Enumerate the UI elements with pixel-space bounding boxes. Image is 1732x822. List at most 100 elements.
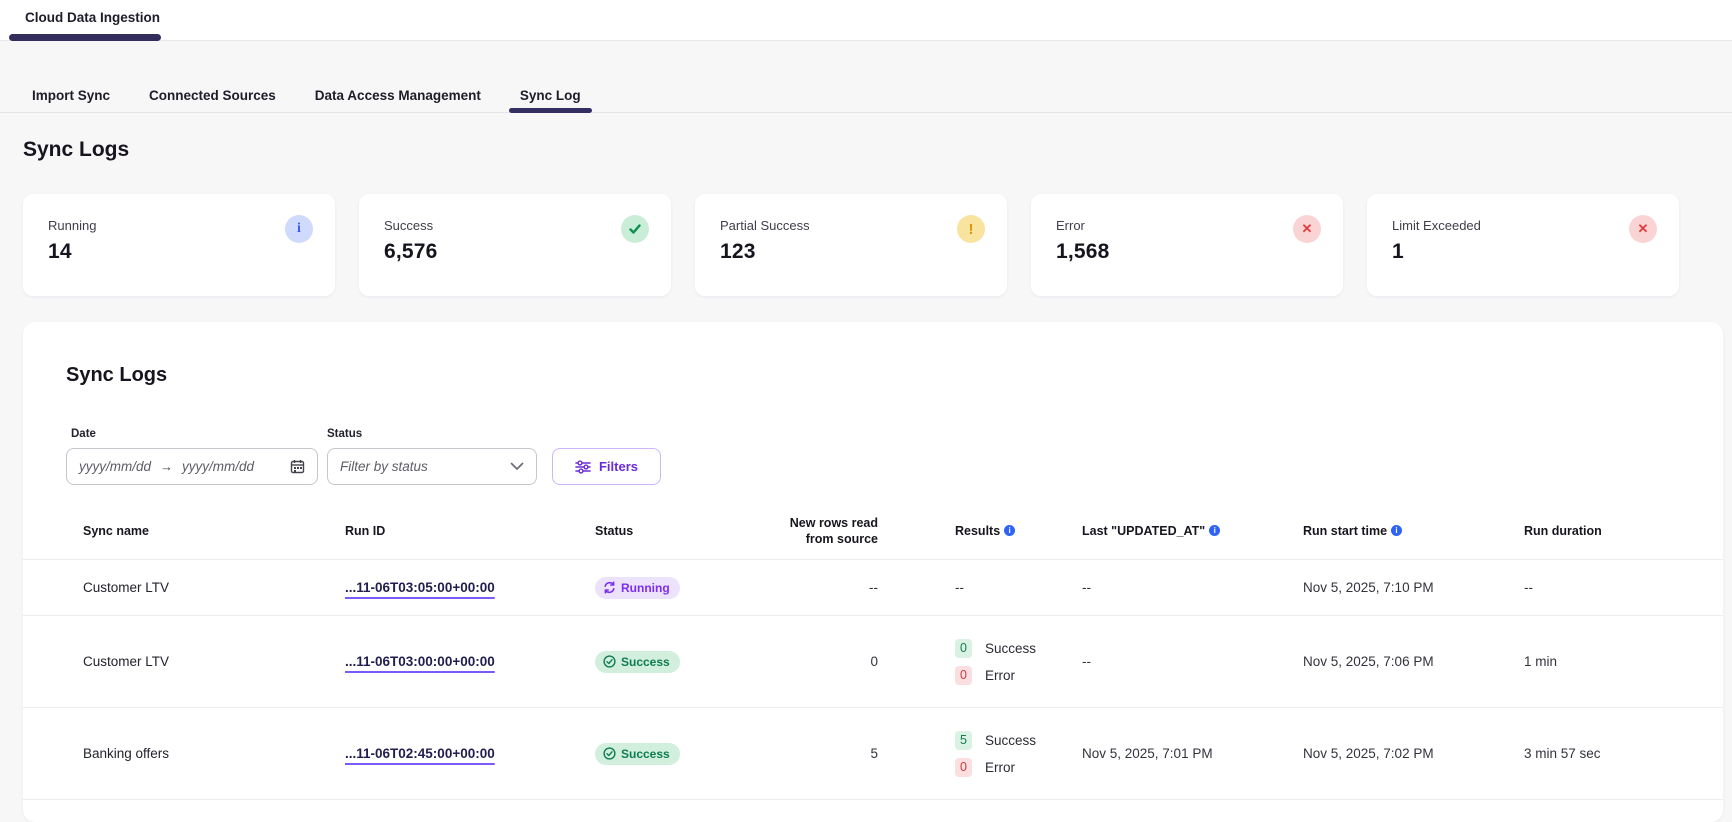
- info-icon: i: [285, 215, 313, 243]
- page-title: Sync Logs: [23, 138, 130, 161]
- date-from-placeholder: yyyy/mm/dd: [79, 459, 152, 474]
- run-id-link[interactable]: ...11-06T03:05:00+00:00: [345, 580, 495, 595]
- column-header-results[interactable]: Results i: [878, 523, 1082, 539]
- sync-name-cell: Banking offers: [83, 746, 170, 761]
- status-filter-select[interactable]: Filter by status: [327, 448, 537, 485]
- chevron-down-icon: [510, 462, 524, 471]
- updated-at-cell: Nov 5, 2025, 7:01 PM: [1082, 746, 1213, 761]
- new-rows-cell: --: [869, 580, 878, 595]
- status-badge-label: Success: [621, 654, 670, 669]
- run-start-time-cell: Nov 5, 2025, 7:06 PM: [1303, 654, 1434, 669]
- results-cell: --: [955, 580, 964, 595]
- sync-name-cell: Customer LTV: [83, 580, 170, 595]
- sync-name-cell: Customer LTV: [83, 654, 170, 669]
- column-header-run-start-time[interactable]: Run start time i: [1303, 523, 1524, 539]
- stats-row: Running 14 i Success 6,576 Partial Succe…: [23, 194, 1679, 296]
- stat-value: 1,568: [1056, 240, 1110, 263]
- run-duration-cell: 3 min 57 sec: [1524, 746, 1601, 761]
- results-success-line: 0 Success: [955, 638, 1082, 658]
- run-id-link[interactable]: ...11-06T03:00:00+00:00: [345, 654, 495, 669]
- column-header-updated-at[interactable]: Last "UPDATED_AT" i: [1082, 523, 1303, 539]
- app-tab-cloud-data-ingestion[interactable]: Cloud Data Ingestion: [25, 10, 160, 25]
- success-count-badge: 5: [955, 730, 972, 750]
- stat-value: 6,576: [384, 240, 438, 263]
- error-icon: ✕: [1629, 215, 1657, 243]
- cloud-data-ingestion-screen: Cloud Data Ingestion Import Sync Connect…: [0, 0, 1732, 800]
- warning-icon: !: [957, 215, 985, 243]
- status-filter-label: Status: [327, 428, 363, 440]
- info-icon[interactable]: i: [1391, 525, 1403, 536]
- table-row: Banking offers ...11-06T02:45:00+00:00 S…: [23, 708, 1723, 800]
- tabs-bottom-border: [0, 112, 1732, 113]
- success-count-badge: 0: [955, 638, 972, 658]
- arrow-right-icon: →: [160, 459, 174, 474]
- date-range-input[interactable]: yyyy/mm/dd → yyyy/mm/dd: [66, 448, 318, 485]
- tab-import-sync[interactable]: Import Sync: [32, 88, 111, 103]
- tab-data-access-management[interactable]: Data Access Management: [314, 88, 481, 103]
- column-header-status[interactable]: Status: [595, 523, 634, 538]
- run-duration-cell: 1 min: [1524, 654, 1558, 669]
- stat-card-running: Running 14 i: [23, 194, 335, 296]
- stat-label: Limit Exceeded: [1392, 218, 1481, 233]
- stat-value: 14: [48, 240, 72, 263]
- refresh-icon: [603, 581, 616, 594]
- table-row: Customer LTV ...11-06T03:00:00+00:00 Suc…: [23, 616, 1723, 708]
- stat-card-success: Success 6,576: [359, 194, 671, 296]
- check-circle-icon: [603, 747, 616, 760]
- status-badge-label: Success: [621, 746, 670, 761]
- results-cell: 5 Success 0 Error: [878, 730, 1082, 777]
- status-badge-label: Running: [621, 580, 670, 595]
- check-circle-icon: [603, 655, 616, 668]
- tab-sync-log[interactable]: Sync Log: [508, 88, 592, 113]
- table-row: Customer LTV ...11-06T03:05:00+00:00 Run…: [23, 560, 1723, 616]
- filters-button[interactable]: Filters: [552, 448, 661, 485]
- new-rows-cell: 0: [870, 654, 878, 669]
- stat-value: 123: [720, 240, 756, 263]
- stat-label: Running: [48, 218, 97, 233]
- results-error-line: 0 Error: [955, 665, 1082, 685]
- info-icon[interactable]: i: [1209, 525, 1221, 536]
- new-rows-cell: 5: [870, 746, 878, 761]
- status-badge-success: Success: [595, 650, 680, 673]
- run-start-time-cell: Nov 5, 2025, 7:02 PM: [1303, 746, 1434, 761]
- error-icon: ✕: [1293, 215, 1321, 243]
- column-header-run-id[interactable]: Run ID: [345, 523, 386, 538]
- panel-title: Sync Logs: [66, 364, 168, 386]
- stat-label: Partial Success: [720, 218, 810, 233]
- date-to-placeholder: yyyy/mm/dd: [182, 459, 255, 474]
- stat-card-error: Error 1,568 ✕: [1031, 194, 1343, 296]
- stat-label: Success: [384, 218, 434, 233]
- tab-connected-sources[interactable]: Connected Sources: [149, 88, 276, 103]
- stat-card-partial-success: Partial Success 123 !: [695, 194, 1007, 296]
- tab-bar: Import Sync Connected Sources Data Acces…: [32, 88, 592, 113]
- top-app-bar: Cloud Data Ingestion: [0, 0, 1732, 41]
- stat-value: 1: [1392, 240, 1404, 263]
- filters-button-label: Filters: [598, 459, 638, 474]
- column-header-new-rows[interactable]: New rows read from source: [789, 515, 878, 546]
- check-icon: [621, 215, 649, 243]
- info-icon[interactable]: i: [1004, 525, 1016, 536]
- column-header-sync-name[interactable]: Sync name: [83, 523, 150, 538]
- results-cell: 0 Success 0 Error: [878, 638, 1082, 685]
- run-duration-cell: --: [1524, 580, 1533, 595]
- column-header-run-duration[interactable]: Run duration: [1524, 523, 1602, 538]
- calendar-icon[interactable]: [290, 459, 305, 474]
- stat-label: Error: [1056, 218, 1085, 233]
- results-success-line: 5 Success: [955, 730, 1082, 750]
- status-badge-success: Success: [595, 742, 680, 765]
- run-start-time-cell: Nov 5, 2025, 7:10 PM: [1303, 580, 1434, 595]
- updated-at-cell: --: [1082, 654, 1091, 669]
- status-select-placeholder: Filter by status: [340, 459, 428, 474]
- sliders-icon: [575, 459, 591, 474]
- table-header-row: Sync name Run ID Status New rows read fr…: [23, 502, 1723, 560]
- sync-logs-panel: Sync Logs Date yyyy/mm/dd → yyyy/mm/dd S…: [23, 322, 1723, 822]
- updated-at-cell: --: [1082, 580, 1091, 595]
- stat-card-limit-exceeded: Limit Exceeded 1 ✕: [1367, 194, 1679, 296]
- error-count-badge: 0: [955, 757, 972, 777]
- date-filter-label: Date: [71, 428, 96, 440]
- run-id-link[interactable]: ...11-06T02:45:00+00:00: [345, 746, 495, 761]
- error-count-badge: 0: [955, 665, 972, 685]
- sync-logs-table: Sync name Run ID Status New rows read fr…: [23, 502, 1723, 800]
- status-badge-running: Running: [595, 576, 680, 599]
- app-tab-active-indicator: [9, 34, 161, 41]
